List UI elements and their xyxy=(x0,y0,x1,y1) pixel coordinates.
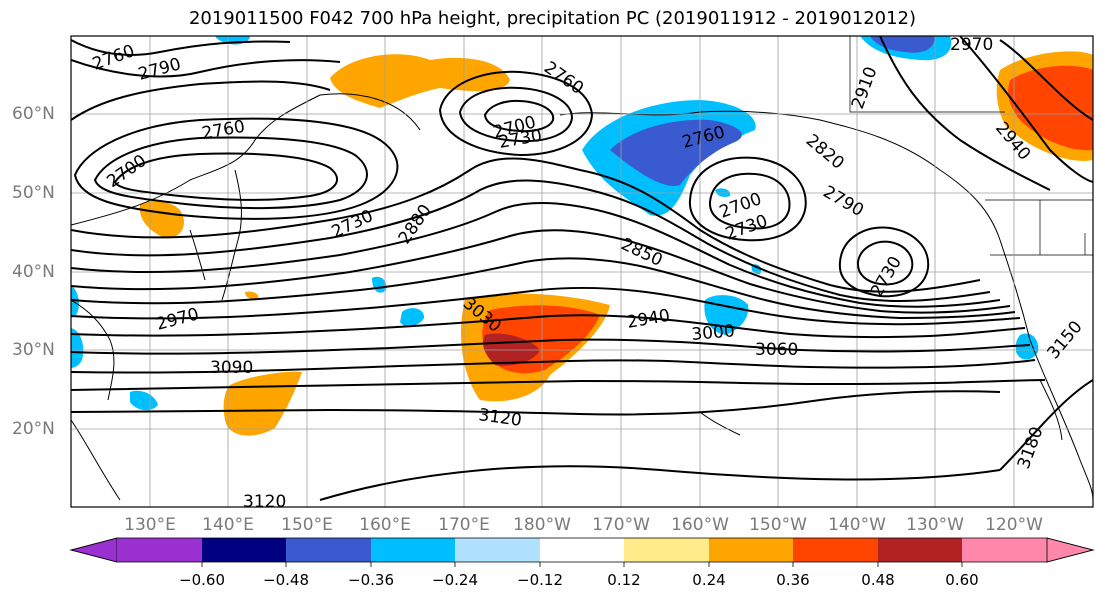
contour-label: 2820 xyxy=(802,131,848,174)
political-boundaries xyxy=(849,36,1093,256)
lon-label: 150°W xyxy=(749,515,807,535)
contour-label: 3000 xyxy=(691,321,736,345)
contour-label: 2970 xyxy=(154,304,201,335)
colorbar-tick-label: 0.12 xyxy=(607,571,641,589)
colorbar-extend-low xyxy=(69,537,118,563)
lat-label: 60°N xyxy=(12,104,55,124)
lon-label: 150°E xyxy=(281,515,333,535)
contour-label: 3120 xyxy=(477,405,523,431)
lat-label: 50°N xyxy=(12,183,55,203)
colorbar-tick-label: −0.36 xyxy=(348,571,394,589)
colorbar-tick-label: 0.60 xyxy=(945,571,979,589)
lon-label: 130°W xyxy=(906,515,964,535)
colorbar-segment xyxy=(540,538,624,562)
contour-label: 2790 xyxy=(820,182,867,221)
lat-label: 20°N xyxy=(12,419,55,439)
colorbar-tick-label: −0.48 xyxy=(263,571,309,589)
contour-label: 2850 xyxy=(618,234,666,270)
colorbar-segment xyxy=(878,538,962,562)
contour-labels: 2760 2790 2760 2700 2700 2730 2760 2760 … xyxy=(90,35,1087,512)
coastlines xyxy=(71,93,1093,501)
contour-label: 3120 xyxy=(243,492,286,512)
colorbar xyxy=(69,537,1095,567)
colorbar-tick-label: −0.24 xyxy=(432,571,478,589)
lat-label: 30°N xyxy=(12,340,55,360)
map-frame xyxy=(70,35,1094,508)
lon-label: 160°E xyxy=(359,515,411,535)
contour-label: 2940 xyxy=(625,306,671,333)
contour-label: 3180 xyxy=(1014,424,1048,471)
colorbar-segment xyxy=(371,538,455,562)
lat-label: 40°N xyxy=(12,262,55,282)
contour-label: 2790 xyxy=(136,54,183,85)
contour-label: 2880 xyxy=(395,201,436,248)
gridlines xyxy=(71,36,1093,507)
colorbar-tick-label: −0.12 xyxy=(517,571,563,589)
colorbar-segment xyxy=(117,538,202,562)
lon-label: 170°E xyxy=(438,515,490,535)
contour-label: 2700 xyxy=(103,151,150,192)
contour-label: 3060 xyxy=(755,340,798,360)
lon-label: 130°E xyxy=(124,515,176,535)
lon-label: 140°W xyxy=(828,515,886,535)
lon-label: 170°W xyxy=(592,515,650,535)
lon-label: 180°W xyxy=(513,515,571,535)
colorbar-tick-label: 0.48 xyxy=(861,571,895,589)
colorbar-segment xyxy=(202,538,286,562)
colorbar-segment xyxy=(624,538,709,562)
contour-label: 2970 xyxy=(950,35,993,55)
contour-label: 2760 xyxy=(200,117,246,144)
colorbar-segment xyxy=(793,538,878,562)
colorbar-segment xyxy=(962,538,1047,562)
contour-label: 3150 xyxy=(1044,317,1087,363)
colorbar-extend-high xyxy=(1046,537,1095,563)
lon-label: 140°E xyxy=(202,515,254,535)
lon-label: 120°W xyxy=(985,515,1043,535)
contour-label: 2730 xyxy=(867,253,906,300)
lon-label: 160°W xyxy=(671,515,729,535)
colorbar-tick-label: 0.24 xyxy=(692,571,726,589)
contour-label: 2760 xyxy=(90,41,137,75)
colorbar-segment xyxy=(455,538,540,562)
colorbar-tick-label: 0.36 xyxy=(776,571,810,589)
height-contours xyxy=(71,36,1093,501)
contour-label: 3090 xyxy=(210,358,253,378)
colorbar-segment xyxy=(286,538,371,562)
colorbar-tick-label: −0.60 xyxy=(179,571,225,589)
colorbar-segment xyxy=(709,538,793,562)
colorbar-outline xyxy=(69,537,1095,563)
contour-label: 2910 xyxy=(848,64,882,111)
map-title: 2019011500 F042 700 hPa height, precipit… xyxy=(188,8,917,29)
